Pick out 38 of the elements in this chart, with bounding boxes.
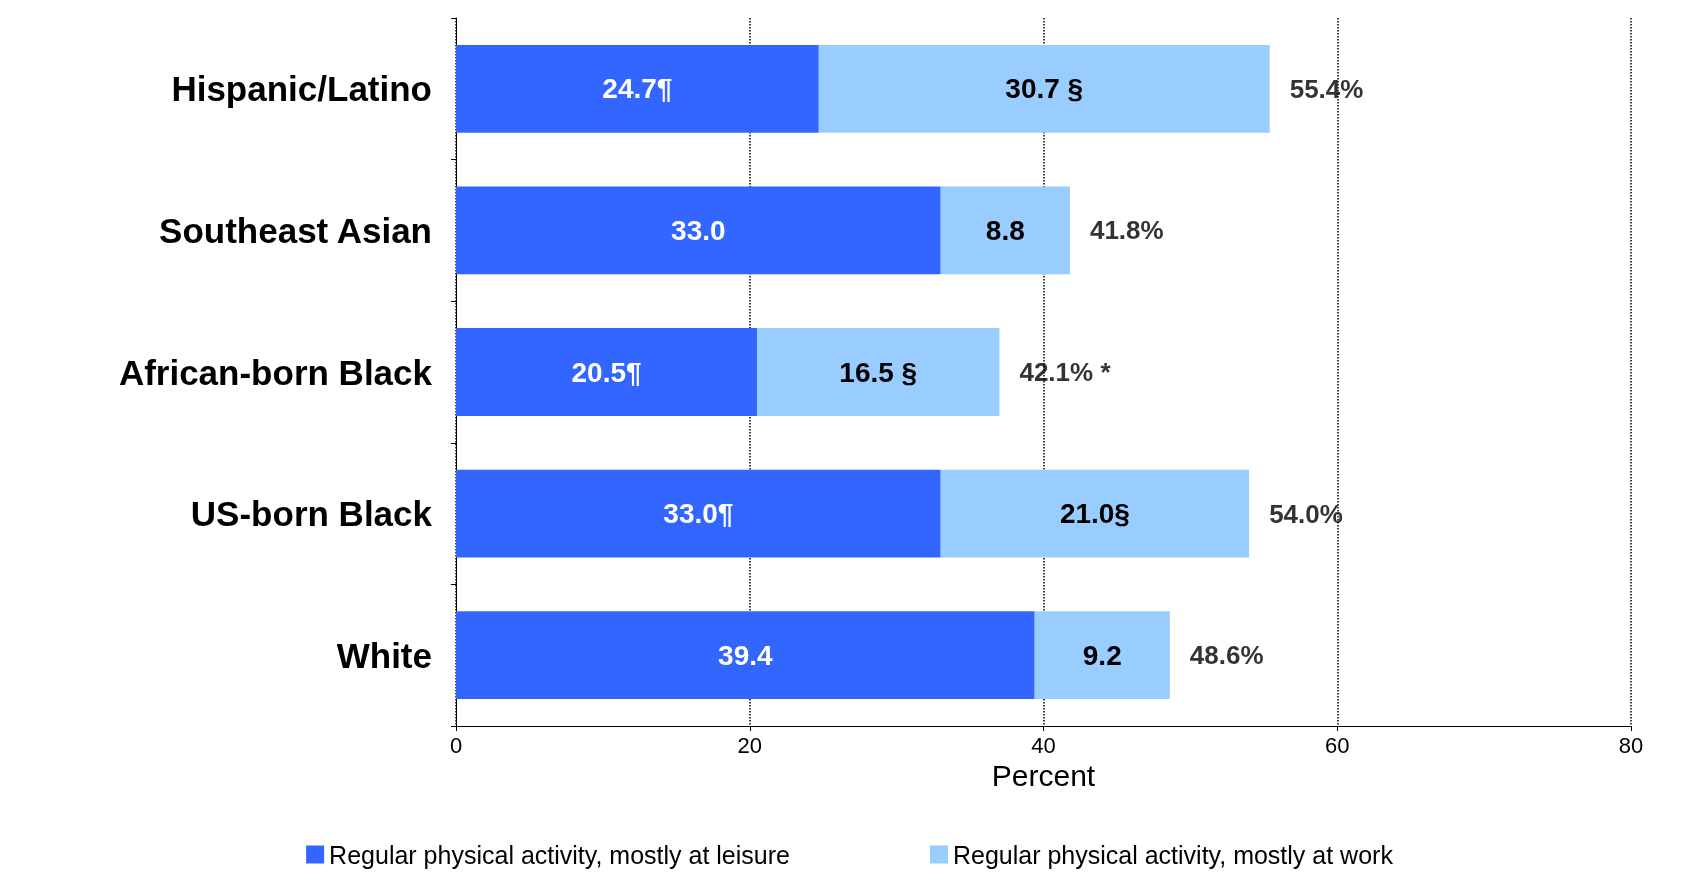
- data-label: 21.0§: [1059, 498, 1130, 530]
- x-tick-label: 80: [1618, 732, 1644, 758]
- y-tick-label: Southeast Asian: [159, 210, 432, 250]
- data-label: 33.0¶: [663, 498, 734, 530]
- bar: [940, 469, 1250, 558]
- data-label: 16.5 §: [839, 356, 918, 388]
- y-tick-label: Hispanic/Latino: [171, 69, 432, 109]
- bar: [456, 328, 758, 416]
- data-label: 20.5¶: [571, 356, 642, 388]
- legend-label: Regular physical activity, mostly at work: [952, 840, 1394, 869]
- x-tick-label: 20: [737, 732, 762, 758]
- y-tick-label: African-born Black: [118, 352, 433, 392]
- x-axis-title: Percent: [991, 759, 1096, 793]
- total-label: 41.8%: [1089, 215, 1164, 246]
- x-tick-label: 60: [1325, 732, 1350, 758]
- bar: [940, 186, 1070, 275]
- bar: [456, 611, 1035, 700]
- total-label: 54.0%: [1269, 498, 1343, 529]
- x-tick-label: 0: [449, 732, 463, 758]
- data-label: 30.7 §: [1005, 73, 1084, 105]
- annotation: 42.1% *: [1019, 357, 1112, 387]
- bar: [818, 44, 1270, 133]
- data-label: 8.8: [985, 214, 1025, 246]
- data-label: 33.0: [671, 214, 726, 246]
- bar: [456, 469, 941, 558]
- legend-label: Regular physical activity, mostly at leisure: [329, 840, 790, 869]
- data-label: 9.2: [1082, 639, 1122, 671]
- data-label: 24.7¶: [602, 73, 673, 105]
- bar: [757, 328, 1000, 416]
- x-tick-label: 40: [1031, 732, 1056, 758]
- bar: [1034, 611, 1170, 700]
- y-tick-label: US-born Black: [190, 494, 433, 534]
- total-label: 55.4%: [1289, 73, 1364, 104]
- total-label: 48.6%: [1189, 640, 1264, 671]
- data-label: 39.4: [718, 639, 774, 671]
- bar: [456, 44, 819, 133]
- bar: [456, 186, 941, 275]
- y-tick-label: White: [336, 635, 432, 675]
